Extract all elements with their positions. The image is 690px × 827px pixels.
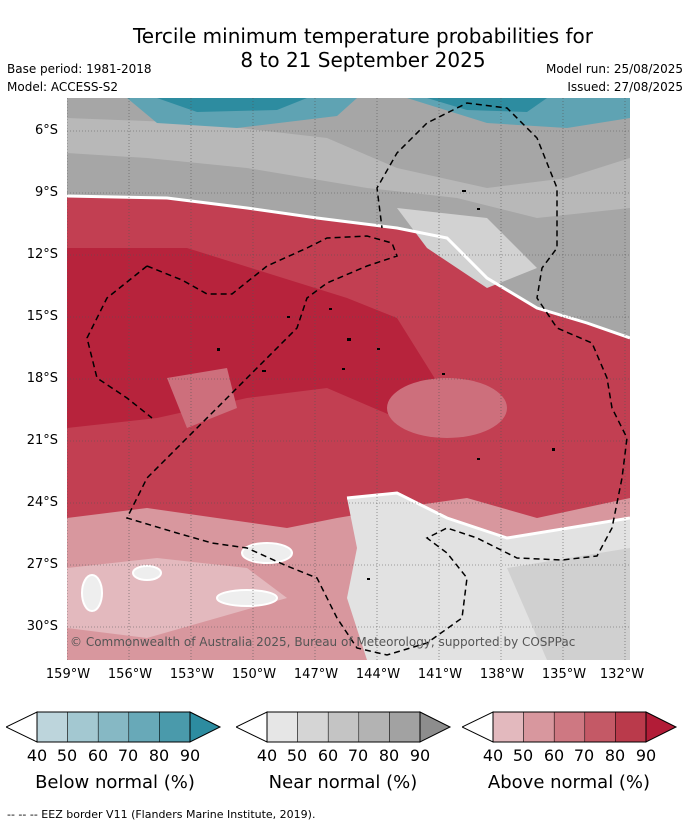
colorbar-label-below: Below normal (%): [35, 772, 195, 793]
colorbar-segment: [584, 711, 616, 743]
lon-label: 135°W: [541, 667, 587, 682]
tick-label: 60: [317, 746, 339, 765]
lon-label: 141°W: [417, 667, 463, 682]
issued-date: Issued: 27/08/2025: [567, 80, 683, 94]
lat-label: 15°S: [26, 309, 58, 324]
colorbar-tip: [419, 711, 452, 743]
tick-label: 70: [573, 746, 595, 765]
tick-label: 90: [409, 746, 431, 765]
colorbar-segment: [266, 711, 298, 743]
colorbar-segment: [389, 711, 421, 743]
colorbar-segment: [523, 711, 555, 743]
tick-label: 70: [347, 746, 369, 765]
lon-label: 159°W: [45, 667, 91, 682]
eez-borders: [86, 102, 628, 656]
colorbar-segment: [492, 711, 524, 743]
colorbar-tip: [645, 711, 678, 743]
tick-label: 80: [604, 746, 626, 765]
lon-label: 132°W: [599, 667, 645, 682]
near-normal-patch-3: [81, 574, 103, 612]
below-normal-north-west-90: [157, 98, 307, 112]
eez-border-note: -- -- -- EEZ border V11 (Flanders Marine…: [7, 808, 316, 821]
above-normal-70-area: [167, 368, 237, 428]
tick-label: 90: [179, 746, 201, 765]
tick-label: 90: [635, 746, 657, 765]
model-name: Model: ACCESS-S2: [7, 80, 119, 94]
lon-label: 147°W: [293, 667, 339, 682]
tick-label: 80: [148, 746, 170, 765]
above-normal-south-40: [67, 558, 287, 638]
islands: [217, 190, 555, 580]
map-svg: [67, 98, 630, 660]
lat-label: 18°S: [26, 371, 58, 386]
colorbar-segment: [97, 711, 130, 743]
colorbar-segment: [615, 711, 647, 743]
lon-label: 150°W: [231, 667, 277, 682]
tick-label: 50: [512, 746, 534, 765]
probability-map: [67, 98, 630, 660]
lon-label: 144°W: [355, 667, 401, 682]
colorbar-label-near: Near normal (%): [268, 772, 418, 793]
near-normal-patch-2: [216, 589, 278, 607]
meta-left: Base period: 1981-2018 Model: ACCESS-S2: [7, 60, 152, 96]
near-normal-patch-1: [241, 542, 293, 564]
lat-label: 27°S: [26, 557, 58, 572]
lat-label: 12°S: [26, 247, 58, 262]
colorbar-label-above: Above normal (%): [487, 772, 651, 793]
colorbar-segment: [128, 711, 160, 743]
meta-right: Model run: 25/08/2025 Issued: 27/08/2025: [546, 60, 683, 96]
near-normal-north-40: [397, 208, 537, 288]
near-normal-north-60: [67, 118, 630, 218]
tick-label: 60: [87, 746, 109, 765]
lat-label: 9°S: [34, 185, 58, 200]
colorbar-above-normal: [462, 711, 678, 743]
colorbar-tip: [189, 711, 222, 743]
lat-label: 21°S: [26, 433, 58, 448]
colorbar-segment: [36, 711, 68, 743]
tick-label: 50: [56, 746, 78, 765]
lat-label: 6°S: [34, 123, 58, 138]
lat-label: 24°S: [26, 495, 58, 510]
near-normal-south-50: [507, 548, 630, 660]
tick-label: 40: [26, 746, 48, 765]
colorbar-segment: [159, 711, 191, 743]
tick-label: 60: [543, 746, 565, 765]
tick-label: 40: [482, 746, 504, 765]
colorbar-segment: [553, 711, 586, 743]
contour-line-south: [346, 491, 630, 540]
colorbar-segment: [358, 711, 390, 743]
colorbar-below-normal: [6, 711, 222, 743]
lon-label: 138°W: [479, 667, 525, 682]
title-line-2: 8 to 21 September 2025: [240, 48, 486, 72]
contour-line-north: [67, 194, 630, 340]
colorbar-segment: [297, 711, 329, 743]
lat-label: 30°S: [26, 619, 58, 634]
colorbar-segment: [327, 711, 360, 743]
base-period: Base period: 1981-2018: [7, 62, 152, 76]
tick-label: 50: [286, 746, 308, 765]
lon-label: 153°W: [169, 667, 215, 682]
grid-lines: [67, 98, 630, 660]
colorbar-segment: [67, 711, 99, 743]
map-title: Tercile minimum temperature probabilitie…: [0, 24, 690, 72]
above-normal-90-area: [67, 248, 447, 428]
near-normal-patch-4: [132, 565, 162, 581]
lon-label: 156°W: [107, 667, 153, 682]
tick-label: 80: [378, 746, 400, 765]
tick-label: 70: [117, 746, 139, 765]
tick-label: 40: [256, 746, 278, 765]
title-line-1: Tercile minimum temperature probabilitie…: [132, 24, 594, 48]
above-normal-70-area-2: [387, 378, 507, 438]
copyright-notice: © Commonwealth of Australia 2025, Bureau…: [70, 635, 576, 649]
model-run: Model run: 25/08/2025: [545, 62, 683, 76]
colorbar-near-normal: [236, 711, 452, 743]
